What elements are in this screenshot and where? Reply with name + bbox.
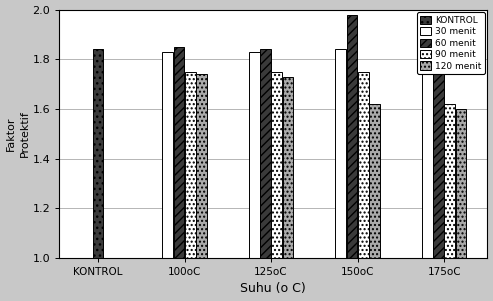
Bar [271,72,282,258]
Bar [196,74,207,258]
Bar [260,49,271,258]
Bar [249,52,260,258]
Bar [335,49,346,258]
Y-axis label: Faktor
Protektif: Faktor Protektif [5,110,30,157]
Bar [445,104,455,258]
Bar [422,54,433,258]
Bar [433,52,444,258]
Bar [347,14,357,258]
X-axis label: Suhu (o C): Suhu (o C) [241,282,306,296]
Bar [282,76,293,258]
Bar [185,72,196,258]
Bar [93,49,104,258]
Bar [174,47,184,258]
Legend: KONTROL, 30 menit, 60 menit, 90 menit, 120 menit: KONTROL, 30 menit, 60 menit, 90 menit, 1… [417,12,485,74]
Bar [358,72,369,258]
Bar [369,104,380,258]
Bar [162,52,173,258]
Bar [456,109,466,258]
